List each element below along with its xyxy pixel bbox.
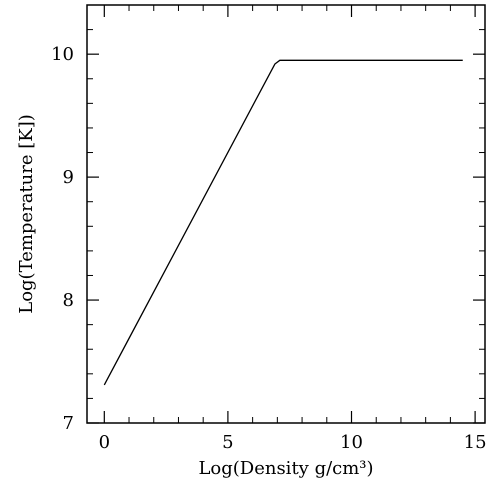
- plot-frame: [86, 4, 486, 424]
- series-layer: [103, 59, 463, 386]
- y-tick-label: 8: [63, 290, 74, 311]
- y-tick-label: 10: [51, 44, 74, 65]
- x-tick-label: 10: [340, 432, 363, 453]
- x-tick-label: 15: [464, 432, 487, 453]
- y-tick-label: 7: [63, 413, 74, 434]
- x-tick-label: 5: [222, 432, 233, 453]
- series-line: [103, 59, 463, 386]
- y-tick-label: 9: [63, 167, 74, 188]
- y-axis-title: Log(Temperature [K]): [16, 114, 37, 314]
- x-axis-title: Log(Density g/cm³): [198, 458, 373, 479]
- tick-labels: 0 5 10 15 7 8 9 10: [51, 44, 486, 453]
- major-ticks: [87, 5, 485, 424]
- x-tick-label: 0: [99, 432, 110, 453]
- minor-ticks: [87, 4, 485, 423]
